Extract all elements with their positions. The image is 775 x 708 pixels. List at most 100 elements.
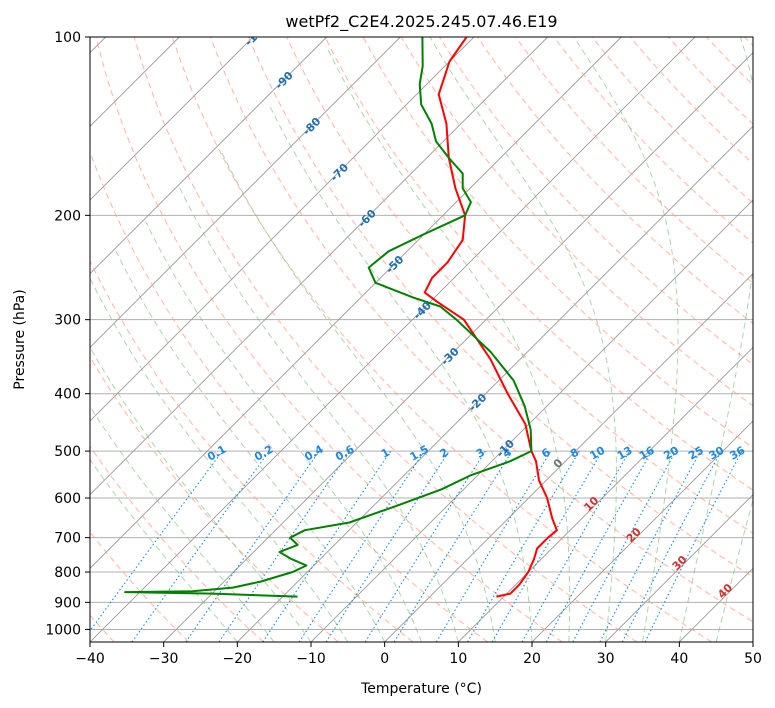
dry-adiabat-line	[286, 37, 753, 534]
mixing-ratio-label: 20	[661, 444, 681, 463]
moist-adiabat-line	[219, 149, 496, 642]
mixing-ratio-label: 1	[379, 446, 392, 461]
moist-adiabat-line	[145, 221, 422, 642]
mixing-ratio-line	[262, 450, 392, 642]
mixing-ratio-line	[364, 450, 486, 642]
y-tick-label: 500	[54, 444, 81, 460]
x-tick-label: −10	[296, 651, 326, 667]
moist-adiabat-label: 20	[624, 525, 644, 545]
isotherm-line	[90, 37, 622, 569]
dry-adiabat-line	[553, 37, 753, 244]
x-tick-label: 20	[523, 651, 541, 667]
mixing-ratio-label: 0.1	[205, 443, 228, 464]
mixing-ratio-line	[131, 450, 270, 642]
x-tick-label: −40	[75, 651, 105, 667]
y-tick-label: 200	[54, 208, 81, 224]
x-tick-label: 30	[597, 651, 615, 667]
moist-adiabat-line	[90, 346, 312, 642]
dry-adiabat-line	[668, 37, 753, 125]
y-tick-label: 1000	[45, 622, 81, 638]
moist-adiabat-line	[90, 458, 238, 642]
moist-adiabat-label: 40	[715, 581, 735, 601]
isotherm-line	[531, 420, 753, 642]
dry-adiabat-line	[248, 37, 753, 578]
dry-adiabat-line	[90, 445, 264, 642]
temperature-profile-line	[423, 37, 558, 598]
isotherm-label: -10	[494, 437, 517, 460]
mixing-ratio-label: 0.4	[302, 442, 326, 463]
isotherm-line	[752, 641, 753, 642]
isotherm-label: -80	[300, 115, 323, 138]
isotherm-label: -70	[328, 161, 351, 184]
y-tick-label: 900	[54, 595, 81, 611]
isotherm-label: -90	[273, 69, 296, 92]
mixing-ratio-line	[393, 450, 513, 642]
moist-adiabat-label: 10	[581, 494, 601, 514]
isotherm-label: -100	[242, 20, 271, 49]
moist-adiabat-line	[115, 251, 386, 642]
y-tick-label: 400	[54, 387, 81, 403]
moist-adiabat-line	[327, 49, 571, 642]
isotherm-line	[90, 37, 401, 348]
dry-adiabat-line	[133, 37, 638, 642]
isotherm-line	[384, 273, 753, 642]
dry-adiabat-line	[90, 356, 339, 642]
mixing-ratio-line	[521, 450, 630, 642]
moist-adiabat-line	[678, 37, 753, 642]
chart-title: wetPf2_C2E4.2025.245.07.46.E19	[285, 12, 557, 32]
x-tick-label: 0	[380, 651, 389, 667]
dry-adiabat-line	[591, 37, 753, 204]
mixing-ratio-line	[644, 450, 743, 642]
dewpoint-profile-line	[124, 37, 533, 598]
isotherm-line	[310, 199, 753, 642]
x-tick-label: −20	[223, 651, 253, 667]
x-tick-label: 40	[670, 651, 688, 667]
mixing-ratio-label: 36	[727, 444, 747, 463]
isotherm-label: -30	[438, 345, 461, 368]
mixing-ratio-label: 6	[539, 445, 552, 460]
x-tick-label: 10	[449, 651, 467, 667]
isotherm-label: -40	[411, 299, 434, 322]
y-tick-label: 600	[54, 491, 81, 507]
mixing-ratio-line	[90, 450, 223, 632]
isotherm-line	[90, 37, 327, 275]
mixing-ratio-label: 1.5	[408, 443, 431, 464]
isotherm-line	[163, 52, 753, 642]
dry-adiabat-line	[744, 37, 753, 47]
moist-adiabat-line	[573, 37, 679, 642]
dry-adiabat-line	[90, 531, 190, 642]
x-axis-label: Temperature (°C)	[360, 681, 482, 697]
dry-adiabat-line	[95, 37, 563, 642]
x-tick-label: −30	[149, 651, 179, 667]
plot-frame	[89, 36, 754, 643]
isotherm-line	[605, 494, 753, 642]
dry-adiabat-line	[515, 37, 753, 284]
mixing-ratio-line	[185, 450, 320, 642]
moist-adiabat-line	[715, 498, 753, 642]
moist-adiabat-line	[179, 187, 459, 642]
x-tick-label: 50	[744, 651, 762, 667]
moist-adiabat-line	[268, 104, 533, 642]
mixing-ratio-label: 3	[474, 446, 487, 461]
isotherm-label: -20	[466, 391, 489, 414]
mixing-ratio-label: 10	[587, 444, 607, 463]
isotherm-line	[90, 37, 548, 496]
dry-adiabat-line	[324, 37, 753, 491]
mixing-ratio-label: 25	[686, 444, 706, 463]
mixing-ratio-line	[545, 450, 653, 642]
y-tick-label: 800	[54, 565, 81, 581]
mixing-ratio-line	[325, 450, 450, 642]
mixing-ratio-line	[298, 450, 425, 642]
isotherm-line	[90, 37, 475, 422]
y-tick-label: 300	[54, 313, 81, 329]
mixing-ratio-line	[435, 450, 552, 642]
dry-adiabat-line	[210, 37, 753, 623]
mixing-ratio-label: 0.6	[333, 442, 357, 463]
isotherm-line	[458, 346, 753, 642]
y-tick-label: 100	[54, 30, 81, 46]
mixing-ratio-line	[467, 450, 580, 642]
mixing-ratio-line	[599, 450, 701, 642]
isotherm-line	[90, 37, 696, 642]
mixing-ratio-label: 2	[438, 446, 451, 461]
